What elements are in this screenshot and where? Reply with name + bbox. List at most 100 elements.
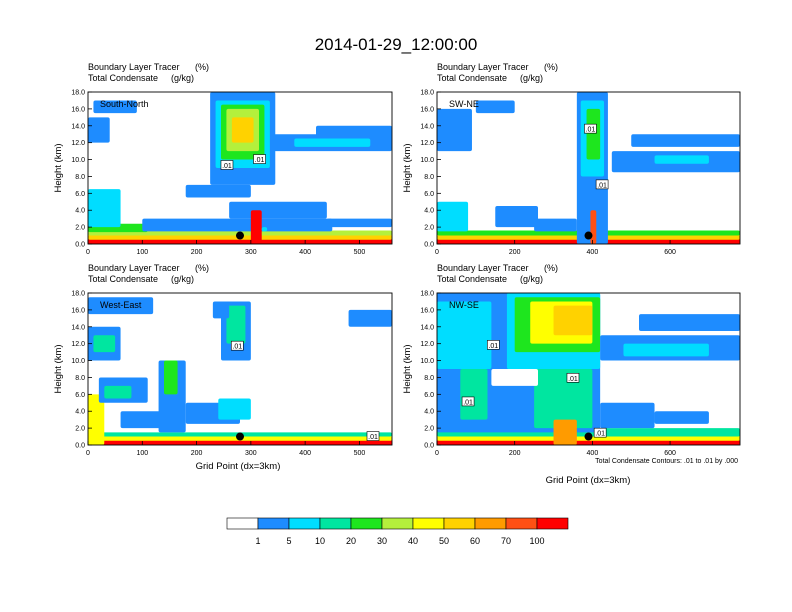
field-region [261, 227, 268, 232]
location-marker [236, 231, 244, 240]
panel-sw-ne: Boundary Layer Tracer (%) Total Condensate… [402, 62, 741, 256]
xlabel-left: Grid Point (dx=3km) [196, 461, 281, 472]
field-region [623, 343, 709, 357]
x-tick-label: 300 [245, 249, 257, 256]
bottom-labels: Grid Point (dx=3km) Grid Point (dx=3km) … [196, 458, 738, 486]
colorbar-label: 100 [529, 536, 544, 546]
y-tick-label: 4.0 [424, 409, 434, 416]
cross-section-label: South-North [100, 99, 149, 109]
panel-header-condensate: Total Condensate [437, 274, 507, 284]
location-marker [236, 432, 244, 441]
y-tick-label: 2.0 [75, 426, 85, 433]
contour-label-box [220, 160, 234, 170]
x-tick-label: 200 [509, 249, 521, 256]
contour-label-box [253, 154, 266, 164]
x-tick-label: 400 [587, 450, 599, 457]
field-layer [437, 92, 740, 244]
y-tick-label: 16.0 [71, 307, 85, 314]
field-region [142, 218, 333, 232]
plot-frame [87, 91, 393, 245]
panel-header-condensate-unit: (g/kg) [520, 274, 543, 284]
field-region [654, 155, 709, 164]
field-region [553, 305, 593, 336]
y-axis-label: Height (km) [53, 344, 64, 393]
field-region [553, 419, 577, 445]
colorbar-label: 1 [255, 536, 260, 546]
colorbar-swatch [536, 517, 569, 530]
field-region [88, 189, 121, 228]
location-marker [584, 231, 593, 240]
y-tick-label: 8.0 [424, 174, 434, 181]
colorbar-label: 70 [501, 536, 511, 546]
panel-header-tracer: Boundary Layer Tracer [437, 263, 529, 273]
panel-header-condensate: Total Condensate [88, 274, 158, 284]
contour-label: .01 [488, 343, 498, 350]
y-tick-label: 2.0 [424, 225, 434, 232]
field-region [437, 439, 740, 445]
x-tick-label: 0 [86, 450, 90, 457]
x-tick-label: 600 [664, 249, 676, 256]
field-region [631, 134, 740, 147]
colorbar-swatch [505, 517, 538, 530]
y-tick-label: 8.0 [75, 174, 85, 181]
cross-section-label: West-East [100, 300, 142, 310]
field-region [88, 117, 110, 143]
plot-frame [436, 91, 741, 245]
x-tick-label: 0 [435, 450, 439, 457]
field-region [218, 398, 251, 420]
contour-label: .01 [368, 434, 378, 441]
y-tick-label: 12.0 [420, 140, 434, 147]
y-tick-label: 10.0 [71, 157, 85, 164]
panel-header-condensate: Total Condensate [437, 73, 507, 83]
y-tick-label: 8.0 [75, 375, 85, 382]
y-tick-label: 2.0 [424, 426, 434, 433]
field-region [534, 218, 577, 232]
x-tick-label: 100 [136, 249, 148, 256]
field-region [231, 117, 254, 143]
colorbar-swatch [288, 517, 321, 530]
contour-label: .01 [597, 182, 607, 189]
field-layer [437, 293, 740, 445]
panel-header-condensate-unit: (g/kg) [171, 73, 194, 83]
field-region [491, 369, 538, 386]
y-tick-label: 14.0 [420, 324, 434, 331]
x-tick-label: 300 [245, 450, 257, 457]
y-tick-label: 10.0 [71, 358, 85, 365]
contour-label-box [584, 123, 597, 134]
field-region [348, 309, 392, 327]
contour-label: .01 [232, 344, 242, 351]
field-region [437, 301, 492, 369]
y-tick-label: 6.0 [424, 191, 434, 198]
colorbar-label: 20 [346, 536, 356, 546]
colorbar-label: 50 [439, 536, 449, 546]
field-region [229, 201, 327, 219]
contour-label: .01 [463, 399, 473, 406]
y-tick-label: 18.0 [420, 291, 434, 298]
y-tick-label: 18.0 [71, 291, 85, 298]
field-region [600, 402, 655, 429]
panel-header-tracer-unit: (%) [544, 62, 558, 72]
field-region [586, 108, 601, 160]
contour-label: .01 [568, 376, 578, 383]
field-region [495, 206, 538, 228]
y-tick-label: 4.0 [75, 409, 85, 416]
y-tick-label: 16.0 [420, 307, 434, 314]
contour-label: .01 [255, 157, 265, 164]
y-tick-label: 2.0 [75, 225, 85, 232]
field-region [437, 108, 472, 152]
colorbar-label: 30 [377, 536, 387, 546]
x-tick-label: 500 [354, 450, 366, 457]
field-region [250, 210, 262, 244]
field-region [120, 411, 170, 429]
contour-label-box [230, 340, 244, 351]
contour-label: .01 [586, 127, 596, 134]
y-tick-label: 16.0 [420, 106, 434, 113]
field-region [212, 301, 230, 319]
x-tick-label: 100 [136, 450, 148, 457]
colorbar-label: 60 [470, 536, 480, 546]
contour-label: .01 [595, 431, 605, 438]
y-tick-label: 6.0 [424, 392, 434, 399]
field-region [185, 184, 251, 198]
colorbar-swatch [381, 517, 414, 530]
